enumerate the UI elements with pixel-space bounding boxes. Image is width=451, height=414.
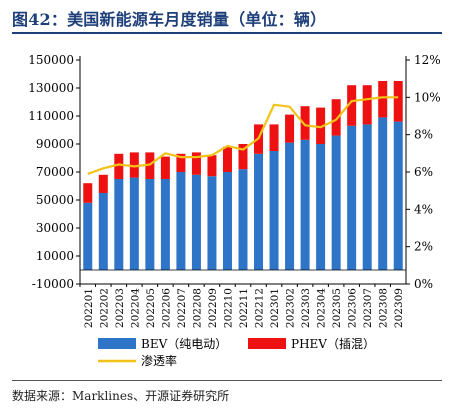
phev-bar	[378, 81, 388, 118]
bev-bar	[378, 117, 388, 271]
bev-bar	[191, 174, 201, 270]
phev-bar	[331, 99, 341, 136]
left-tick-label: 130000	[28, 81, 74, 95]
left-tick-label: 70000	[36, 165, 74, 179]
bev-bar	[331, 135, 341, 270]
x-tick-label: 202304	[316, 288, 328, 328]
bev-bar	[269, 151, 279, 270]
bev-bar	[285, 142, 295, 270]
phev-bar	[145, 152, 155, 179]
left-tick-label: 90000	[36, 137, 74, 151]
bev-bar	[254, 153, 264, 270]
bev-bar	[129, 177, 139, 270]
x-tick-label: 202204	[129, 288, 141, 328]
phev-bar	[129, 152, 139, 178]
left-tick-label: 110000	[28, 109, 74, 123]
x-tick-label: 202206	[160, 288, 172, 328]
phev-bar	[393, 81, 403, 122]
legend-bev-swatch	[98, 338, 136, 349]
right-tick-label: 10%	[414, 90, 441, 104]
bev-bar	[114, 179, 124, 270]
left-tick-label: -10000	[32, 277, 74, 291]
bev-bar	[145, 179, 155, 270]
x-tick-label: 202306	[347, 288, 359, 328]
bev-bar	[160, 179, 170, 270]
x-tick-label: 202202	[98, 288, 110, 328]
x-tick-label: 202303	[300, 288, 312, 328]
left-tick-label: 150000	[28, 53, 74, 67]
phev-bar	[362, 85, 372, 125]
penetration-line	[87, 96, 399, 175]
phev-bar	[285, 114, 295, 143]
phev-bar	[176, 153, 186, 172]
sales-chart: -10000 10000 30000 50000 70000 90000 110000 130…	[28, 53, 441, 368]
phev-bar	[238, 144, 248, 170]
x-tick-label: 202201	[83, 288, 95, 328]
x-tick-label: 202212	[254, 288, 266, 328]
phev-bar	[347, 85, 357, 126]
right-tick-label: 0%	[414, 277, 433, 291]
phev-bar	[83, 183, 93, 203]
phev-bar	[316, 107, 326, 144]
chart-title: 图42：美国新能源车月度销量（单位：辆）	[12, 10, 327, 29]
phev-bar	[300, 106, 310, 140]
x-tick-label: 202307	[362, 288, 374, 328]
data-source: 数据来源：Marklines、开源证券研究所	[12, 389, 230, 403]
x-tick-label: 202203	[114, 288, 126, 328]
bev-bar	[238, 169, 248, 270]
x-tick-label: 202305	[331, 288, 343, 328]
phev-bar	[160, 156, 170, 179]
left-tick-label: 30000	[36, 221, 74, 235]
left-tick-label: 10000	[36, 249, 74, 263]
x-tick-label: 202302	[285, 288, 297, 328]
bev-bar	[222, 172, 232, 270]
right-tick-label: 4%	[414, 202, 433, 216]
x-tick-label: 202207	[176, 288, 188, 328]
x-tick-label: 202205	[145, 288, 157, 328]
x-tick-label: 202208	[191, 288, 203, 328]
legend-rate-label: 渗透率	[141, 353, 177, 368]
x-tick-label: 202301	[269, 288, 281, 328]
phev-bar	[222, 146, 232, 172]
bev-bar	[207, 176, 217, 270]
left-tick-label: 50000	[36, 193, 74, 207]
right-tick-label: 2%	[414, 240, 433, 254]
bev-bar	[362, 124, 372, 271]
bev-bar	[316, 144, 326, 270]
phev-bar	[114, 153, 124, 179]
phev-bar	[269, 124, 279, 151]
phev-bar	[191, 152, 201, 175]
bev-bar	[300, 139, 310, 270]
x-tick-label: 202209	[207, 288, 219, 328]
x-tick-label: 202211	[238, 288, 250, 328]
right-tick-label: 12%	[414, 53, 441, 67]
phev-bar	[207, 155, 217, 177]
right-tick-label: 8%	[414, 128, 433, 142]
bev-bar	[176, 172, 186, 270]
source-divider	[12, 380, 442, 381]
right-tick-label: 6%	[414, 165, 433, 179]
title-divider	[12, 32, 442, 34]
bev-bar	[347, 125, 357, 270]
bev-bar	[83, 202, 93, 270]
x-tick-label: 202309	[393, 288, 405, 328]
phev-bar	[98, 174, 108, 193]
x-tick-label: 202308	[378, 288, 390, 328]
bev-bar	[98, 193, 108, 270]
x-tick-label: 202210	[222, 288, 234, 328]
legend-bev-label: BEV（纯电动）	[141, 337, 227, 351]
legend-phev-label: PHEV（插混）	[291, 337, 375, 351]
legend-phev-swatch	[248, 338, 286, 349]
bev-bar	[393, 121, 403, 270]
